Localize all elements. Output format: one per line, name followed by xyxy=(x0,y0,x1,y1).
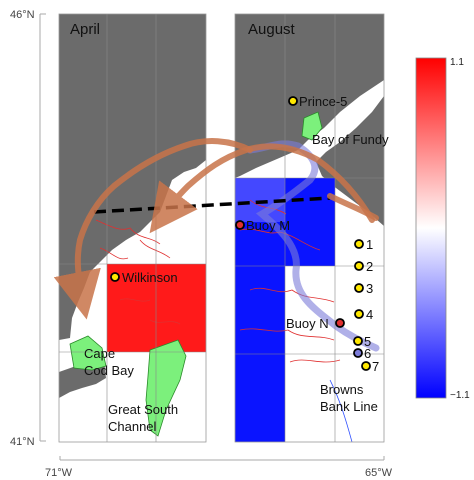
station-2-label: 2 xyxy=(366,259,373,274)
station-7-marker xyxy=(361,361,371,371)
great-south-channel-label-2: Channel xyxy=(108,419,157,434)
current-arrow-start xyxy=(327,193,379,221)
station-4-marker xyxy=(354,309,364,319)
station-7-label: 7 xyxy=(372,359,379,374)
station-3-label: 3 xyxy=(366,281,373,296)
station-3-marker xyxy=(354,283,364,293)
bay-of-fundy-zone xyxy=(301,111,323,141)
lat-top-label: 46°N xyxy=(10,9,35,21)
lat-bottom-label: 41°N xyxy=(10,436,35,448)
lon-left-label: 71°W xyxy=(45,467,73,479)
markers xyxy=(110,96,371,371)
bay-of-fundy-label: Bay of Fundy xyxy=(312,132,389,147)
colorbar: 1.1 −1.1 xyxy=(415,57,470,401)
colorbar-min-label: −1.1 xyxy=(450,390,470,401)
land-right-north xyxy=(235,14,384,178)
cape-cod-bay-label-2: Cod Bay xyxy=(84,363,134,378)
station-5-marker xyxy=(353,336,363,346)
land-right-nova-scotia xyxy=(316,96,384,226)
colorbar-gradient xyxy=(415,57,447,399)
buoy-n-label: Buoy N xyxy=(286,316,329,331)
wilkinson-anomaly xyxy=(107,264,206,352)
cape-cod-bay-label-1: Cape xyxy=(84,346,115,361)
august-title: August xyxy=(248,21,296,38)
station-6-label: 6 xyxy=(364,346,371,361)
station-4-label: 4 xyxy=(366,307,373,322)
wilkinson-marker xyxy=(110,272,120,282)
station-2-marker xyxy=(354,261,364,271)
browns-bank-label-2: Bank Line xyxy=(320,399,378,414)
buoy-n-marker xyxy=(335,318,345,328)
current-arrow-north xyxy=(53,138,253,320)
april-title: April xyxy=(70,21,100,38)
dashed-section-line xyxy=(93,196,331,214)
buoy-m-label: Buoy M xyxy=(246,218,290,233)
blue-current xyxy=(246,140,380,352)
great-south-channel-label-1: Great South xyxy=(108,402,178,417)
buoy-m-marker xyxy=(235,220,245,230)
cape-cod-bay-zone xyxy=(69,335,107,371)
station-5-label: 5 xyxy=(364,334,371,349)
prince5-marker xyxy=(288,96,298,106)
station-6-marker xyxy=(353,348,363,358)
station-1-marker xyxy=(354,239,364,249)
colorbar-max-label: 1.1 xyxy=(450,57,464,68)
browns-bank-label-1: Browns xyxy=(320,382,364,397)
lon-right-label: 65°W xyxy=(365,467,393,479)
station-1-label: 1 xyxy=(366,237,373,252)
august-panel xyxy=(235,14,384,442)
wilkinson-label: Wilkinson xyxy=(122,270,178,285)
land-left xyxy=(59,14,206,340)
prince5-label: Prince-5 xyxy=(299,94,347,109)
axis-frame xyxy=(39,13,385,461)
